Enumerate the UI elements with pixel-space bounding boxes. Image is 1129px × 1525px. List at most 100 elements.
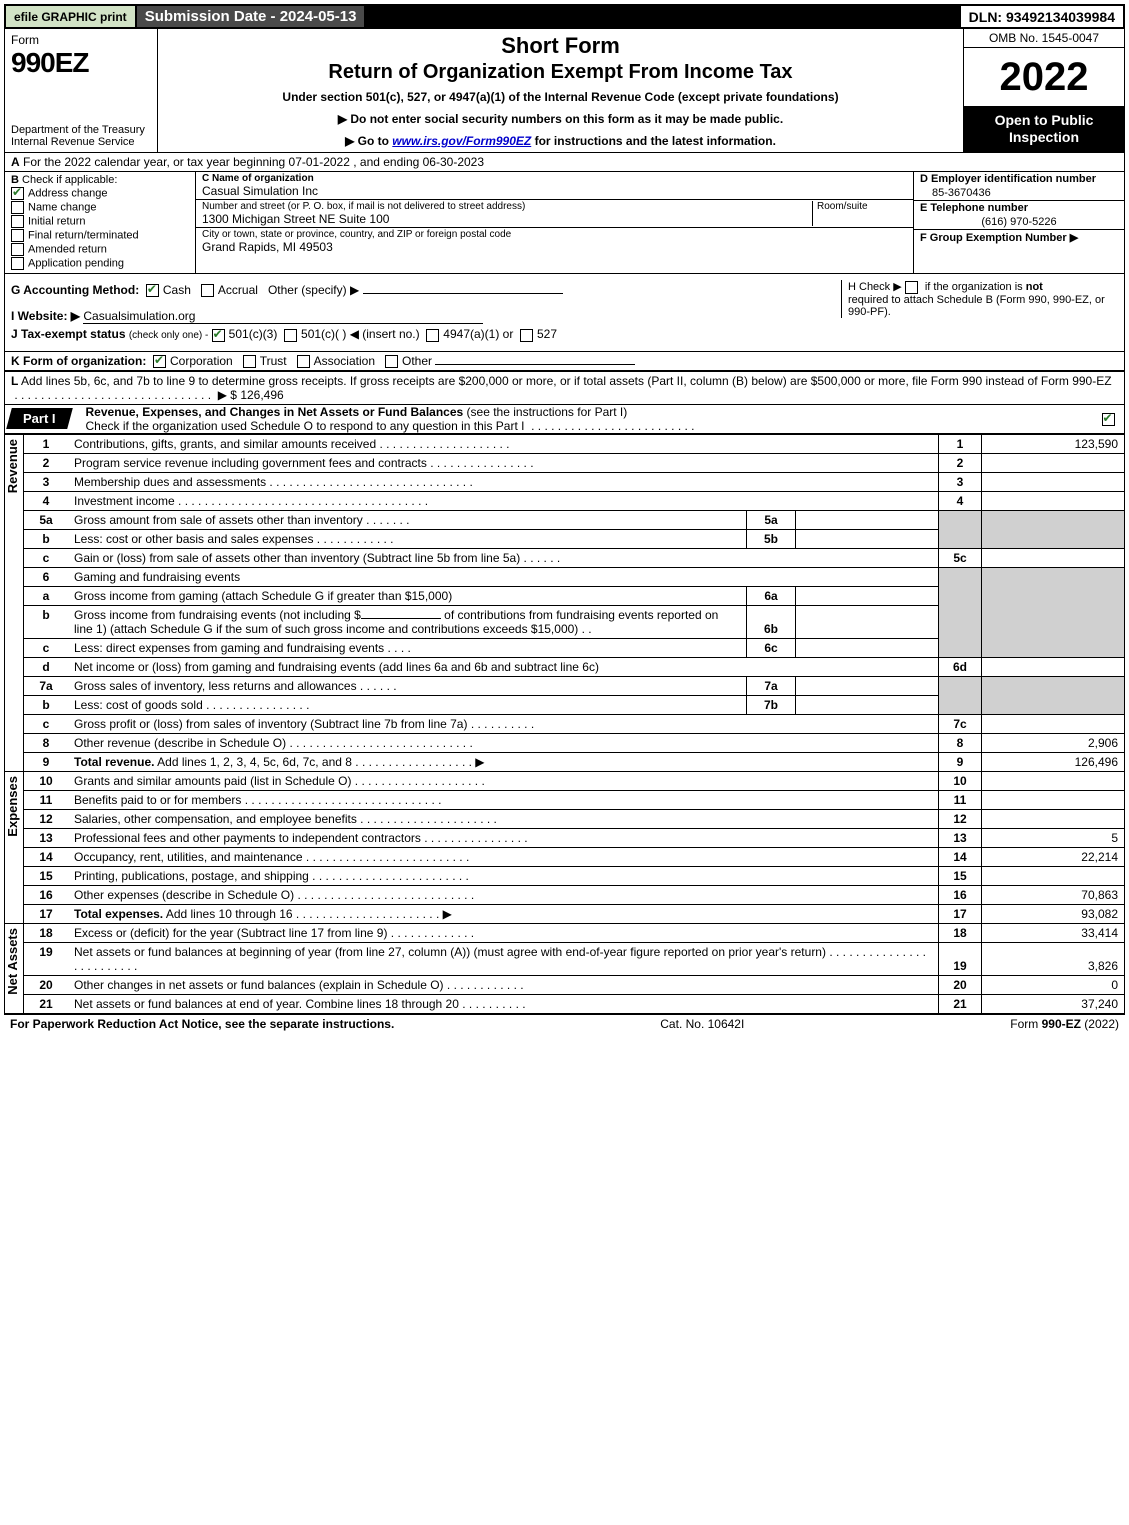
form-subtitle: Under section 501(c), 527, or 4947(a)(1)… [166,90,955,104]
part-1-header: Part I Revenue, Expenses, and Changes in… [4,405,1125,434]
contrib-amount-input[interactable] [361,618,441,619]
header-right-block: OMB No. 1545-0047 2022 Open to Public In… [964,29,1124,152]
org-city: Grand Rapids, MI 49503 [202,240,907,254]
k-trust-check[interactable] [243,355,256,368]
section-a: A For the 2022 calendar year, or tax yea… [4,153,1125,172]
revenue-side-label: Revenue [5,434,24,771]
footer-left: For Paperwork Reduction Act Notice, see … [10,1017,394,1031]
k-assoc-check[interactable] [297,355,310,368]
line-rightnum: 1 [939,434,982,453]
form-id-block: Form 990EZ Department of the Treasury In… [5,29,158,152]
k-corp-check[interactable] [153,355,166,368]
j-501c-check[interactable] [284,329,297,342]
part-1-check-line: Check if the organization used Schedule … [86,419,525,433]
i-label: I Website: ▶ [11,309,80,323]
g-accrual-check[interactable] [201,284,214,297]
section-a-text: For the 2022 calendar year, or tax year … [23,155,484,169]
efile-print-button[interactable]: efile GRAPHIC print [6,6,135,27]
check-final-return[interactable]: Final return/terminated [11,229,189,242]
l-arrow: ▶ $ [218,388,237,402]
check-name-change[interactable]: Name change [11,201,189,214]
form-title-long: Return of Organization Exempt From Incom… [166,61,955,84]
checkbox-icon [11,229,24,242]
j-4947-check[interactable] [426,329,439,342]
footer-right: Form 990-EZ (2022) [1010,1017,1119,1031]
public-inspection-badge: Open to Public Inspection [964,106,1124,152]
k-other-check[interactable] [385,355,398,368]
section-def: D Employer identification number 85-3670… [914,172,1124,273]
l-label: L [11,374,18,388]
g-label: G Accounting Method: [11,283,139,297]
l-text: Add lines 5b, 6c, and 7b to line 9 to de… [21,374,1112,388]
check-initial-return[interactable]: Initial return [11,215,189,228]
section-b-header: Check if applicable: [22,174,117,186]
room-label: Room/suite [817,201,907,212]
checkbox-icon [11,243,24,256]
section-b: B Check if applicable: Address change Na… [5,172,196,273]
k-label: K Form of organization: [11,354,146,368]
check-application-pending[interactable]: Application pending [11,257,189,270]
section-a-label: A [11,155,20,169]
h-text4: required to attach Schedule B (Form 990,… [848,294,1105,318]
section-l: L Add lines 5b, 6c, and 7b to line 9 to … [4,372,1125,405]
j-label: J Tax-exempt status [11,327,126,341]
form-header: Form 990EZ Department of the Treasury In… [4,29,1125,153]
check-address-change[interactable]: Address change [11,187,189,200]
dln-number: DLN: 93492134039984 [961,6,1123,27]
h-not: not [1026,281,1043,293]
section-k: K Form of organization: Corporation Trus… [4,352,1125,372]
section-h: H Check ▶ if the organization is not req… [841,280,1118,318]
tel-value: (616) 970-5226 [914,215,1124,230]
expenses-side-label: Expenses [5,771,24,923]
form-title-short: Short Form [166,33,955,59]
netassets-side-label: Net Assets [5,923,24,1013]
line-value: 123,590 [982,434,1125,453]
city-label: City or town, state or province, country… [202,229,907,240]
instructions-post: for instructions and the latest informat… [531,134,776,148]
check-amended-return[interactable]: Amended return [11,243,189,256]
line-desc: Contributions, gifts, grants, and simila… [68,434,939,453]
footer-center: Cat. No. 10642I [660,1017,744,1031]
part-1-title: Revenue, Expenses, and Changes in Net As… [70,405,1096,433]
checkbox-icon [11,215,24,228]
ssn-warning: ▶ Do not enter social security numbers o… [166,112,955,126]
form-number: 990EZ [11,47,151,79]
ein-label: D Employer identification number [920,173,1096,185]
h-text2: if the organization is [925,281,1023,293]
section-j: J Tax-exempt status (check only one) - 5… [11,327,1118,341]
instructions-pre: ▶ Go to [345,134,392,148]
h-checkbox[interactable] [905,281,918,294]
tax-year: 2022 [964,48,1124,106]
section-ghij: H Check ▶ if the organization is not req… [4,274,1125,352]
department-label: Department of the Treasury Internal Reve… [11,124,151,148]
g-other-input[interactable] [363,293,563,294]
j-527-check[interactable] [520,329,533,342]
section-c: C Name of organization Casual Simulation… [196,172,914,273]
form-title-block: Short Form Return of Organization Exempt… [158,29,964,152]
ein-value: 85-3670436 [914,186,1124,201]
form-label: Form [11,33,151,47]
page-footer: For Paperwork Reduction Act Notice, see … [4,1014,1125,1033]
h-text1: H Check ▶ [848,281,902,293]
website-value[interactable]: Casualsimulation.org [83,309,483,324]
line-num: 1 [24,434,69,453]
group-exemption-label: F Group Exemption Number ▶ [920,232,1078,244]
k-other-input[interactable] [435,364,635,365]
tel-label: E Telephone number [920,202,1028,214]
j-501c3-check[interactable] [212,329,225,342]
irs-link[interactable]: www.irs.gov/Form990EZ [392,134,531,148]
section-bcdef: B Check if applicable: Address change Na… [4,172,1125,274]
submission-date: Submission Date - 2024-05-13 [137,6,365,27]
g-cash-check[interactable] [146,284,159,297]
l-amount: 126,496 [240,388,283,402]
c-name-label: C Name of organization [202,173,314,184]
part-1-table: Revenue 1 Contributions, gifts, grants, … [4,434,1125,1014]
checkbox-icon [11,257,24,270]
part-1-checkbox[interactable] [1096,412,1124,426]
omb-number: OMB No. 1545-0047 [964,29,1124,48]
org-name: Casual Simulation Inc [202,184,907,198]
part-1-tab: Part I [6,408,72,429]
checkbox-icon [11,201,24,214]
street-label: Number and street (or P. O. box, if mail… [202,201,812,212]
org-street: 1300 Michigan Street NE Suite 100 [202,212,812,226]
